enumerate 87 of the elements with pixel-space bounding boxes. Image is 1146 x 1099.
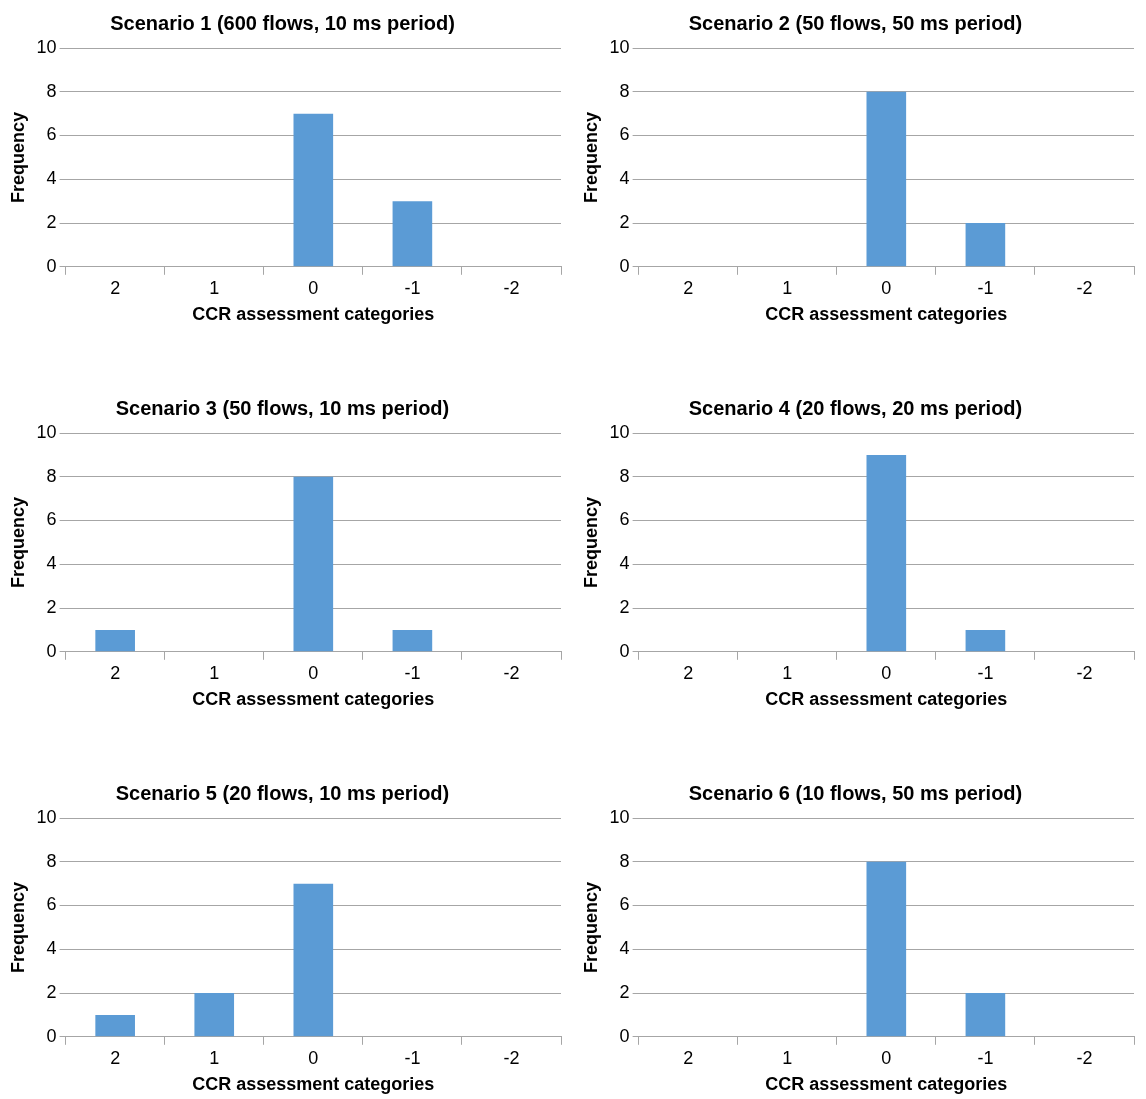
y-tick-label: 6 [619,894,630,915]
x-axis-title: CCR assessment categories [765,304,1008,325]
y-tick-label: 2 [619,212,630,233]
y-tick-label: 0 [619,255,630,276]
y-tick-label: 6 [46,509,57,530]
x-axis-title: CCR assessment categories [192,304,435,325]
y-tick-label: 0 [46,1025,57,1046]
x-tick-label: 2 [110,662,121,683]
y-tick-label: 4 [46,938,57,959]
y-tick-label: 8 [619,850,630,871]
bar [194,993,235,1037]
y-tick-label: 8 [46,850,57,871]
y-axis-title: Frequency [580,496,601,588]
y-tick-label: 0 [46,640,57,661]
chart-title: Scenario 5 (20 flows, 10 ms period) [115,781,450,804]
chart-title: Scenario 1 (600 flows, 10 ms period) [110,11,455,34]
chart-title: Scenario 3 (50 flows, 10 ms period) [115,396,450,419]
y-axis-title: Frequency [580,111,601,203]
x-axis-title: CCR assessment categories [765,1074,1008,1095]
y-tick-label: 4 [619,938,630,959]
y-tick-label: 10 [609,421,630,442]
x-tick-label: 1 [782,277,793,298]
y-tick-label: 4 [619,553,630,574]
x-tick-label: 1 [782,1047,793,1068]
y-tick-label: 6 [619,509,630,530]
x-tick-label: 0 [308,662,319,683]
x-tick-label: 0 [308,277,319,298]
x-tick-label: -2 [1076,277,1093,298]
y-tick-label: 2 [619,982,630,1003]
x-tick-label: -1 [977,662,994,683]
y-tick-label: 2 [619,597,630,618]
x-tick-label: -1 [977,277,994,298]
y-tick-label: 10 [36,36,57,57]
x-tick-label: -2 [503,1047,520,1068]
x-tick-label: 0 [881,1047,892,1068]
y-tick-label: 10 [36,806,57,827]
bar [293,883,334,1037]
x-axis-title: CCR assessment categories [192,1074,435,1095]
y-tick-label: 10 [609,36,630,57]
x-tick-label: 2 [110,1047,121,1068]
y-tick-label: 0 [619,640,630,661]
x-axis-title: CCR assessment categories [192,689,435,710]
x-tick-label: -1 [404,662,421,683]
y-tick-label: 0 [46,255,57,276]
y-tick-label: 2 [46,982,57,1003]
x-tick-label: -2 [503,662,520,683]
x-tick-label: 1 [782,662,793,683]
y-tick-label: 10 [36,421,57,442]
chart-title: Scenario 4 (20 flows, 20 ms period) [688,396,1023,419]
x-tick-label: -2 [503,277,520,298]
y-tick-label: 4 [46,168,57,189]
bar [95,1014,135,1037]
x-tick-label: -2 [1076,662,1093,683]
x-tick-label: -2 [1076,1047,1093,1068]
x-tick-label: 1 [209,662,220,683]
y-axis-title: Frequency [7,881,28,973]
y-tick-label: 2 [46,597,57,618]
x-axis-title: CCR assessment categories [765,689,1008,710]
y-tick-label: 8 [619,465,630,486]
y-axis-title: Frequency [580,881,601,973]
y-tick-label: 4 [46,553,57,574]
x-tick-label: 1 [209,1047,220,1068]
y-tick-label: 2 [46,212,57,233]
x-tick-label: 1 [209,277,220,298]
y-tick-label: 6 [619,124,630,145]
y-tick-label: 8 [46,80,57,101]
y-tick-label: 0 [619,1025,630,1046]
chart-title: Scenario 6 (10 flows, 50 ms period) [688,781,1023,804]
x-tick-label: -1 [977,1047,994,1068]
y-tick-label: 8 [619,80,630,101]
y-tick-label: 6 [46,124,57,145]
x-tick-label: 0 [881,662,892,683]
y-tick-label: 6 [46,894,57,915]
x-tick-label: 2 [683,662,694,683]
chart-title: Scenario 2 (50 flows, 50 ms period) [688,11,1023,34]
y-tick-label: 4 [619,168,630,189]
x-tick-label: 2 [683,277,694,298]
x-tick-label: -1 [404,1047,421,1068]
y-axis-title: Frequency [7,111,28,203]
x-tick-label: 2 [110,277,121,298]
x-tick-label: 2 [683,1047,694,1068]
x-tick-label: 0 [881,277,892,298]
x-tick-label: 0 [308,1047,319,1068]
y-tick-label: 8 [46,465,57,486]
x-tick-label: -1 [404,277,421,298]
y-axis-title: Frequency [7,496,28,588]
y-tick-label: 10 [609,806,630,827]
